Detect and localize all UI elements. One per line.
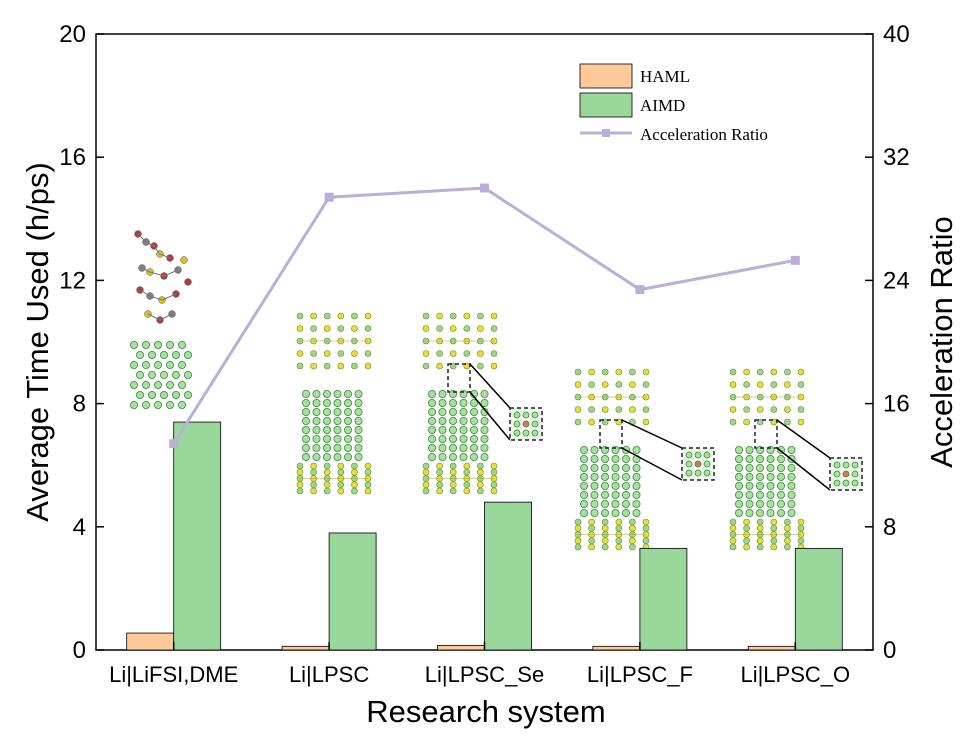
structure-insets <box>129 230 863 551</box>
x-axis-title: Research system <box>366 694 605 729</box>
legend-marker-ratio <box>602 129 610 137</box>
x-tick-label-3: Li|LPSC_F <box>587 662 693 687</box>
bar-haml-0 <box>126 632 175 651</box>
y-tick-label-3: 12 <box>59 267 86 294</box>
bar-aimd-3 <box>639 547 688 651</box>
y2-tick-label-4: 32 <box>883 144 910 171</box>
ratio-point-1 <box>324 192 334 202</box>
y-axis-title: Average Time Used (h/ps) <box>20 162 55 522</box>
axes: 0 4 8 12 16 20 0 8 16 24 32 40 Li|LiFSI,DME Li|LPSC Li… <box>59 21 909 687</box>
bar-haml-1 <box>281 645 330 651</box>
lpsc-o-crystal-structure-icon <box>729 368 863 551</box>
bar-aimd-0 <box>173 421 222 651</box>
lpsc-crystal-structure-icon <box>296 312 372 495</box>
x-tick-label-0: Li|LiFSI,DME <box>109 662 238 687</box>
y-tick-label-1: 4 <box>73 514 86 541</box>
ratio-point-0 <box>169 439 179 449</box>
y-tick-label-5: 20 <box>59 21 86 48</box>
ratio-point-4 <box>790 255 800 265</box>
y2-axis-title: Acceleration Ratio <box>924 216 959 468</box>
y2-tick-label-2: 16 <box>883 391 910 418</box>
y-tick-label-2: 8 <box>73 391 86 418</box>
legend: HAML AIMD Acceleration Ratio <box>579 63 768 144</box>
y-tick-label-4: 16 <box>59 144 86 171</box>
x-tick-label-2: Li|LPSC_Se <box>425 662 544 687</box>
bar-aimd-2 <box>484 501 532 651</box>
line-series <box>169 183 800 449</box>
ratio-point-3 <box>635 285 645 295</box>
legend-swatch-haml <box>579 63 633 89</box>
x-tick-label-1: Li|LPSC <box>289 662 369 687</box>
x-tick-label-4: Li|LPSC_O <box>740 662 850 687</box>
bar-haml-3 <box>592 645 641 651</box>
ratio-point-2 <box>480 183 489 193</box>
y2-tick-label-1: 8 <box>883 514 896 541</box>
legend-label-haml: HAML <box>640 67 690 86</box>
legend-label-aimd: AIMD <box>640 96 685 115</box>
bar-aimd-4 <box>794 547 843 651</box>
bar-series <box>126 421 843 651</box>
bar-aimd-1 <box>328 532 377 651</box>
y2-tick-label-0: 0 <box>883 637 896 664</box>
y2-tick-label-5: 40 <box>883 21 910 48</box>
molecule-structure-icon <box>129 230 192 409</box>
y-tick-label-0: 0 <box>73 637 86 664</box>
bar-haml-2 <box>437 644 485 651</box>
lpsc-f-crystal-structure-icon <box>574 368 715 551</box>
lpsc-se-crystal-structure-icon <box>422 312 543 495</box>
legend-swatch-aimd <box>579 92 633 118</box>
y2-tick-label-3: 24 <box>883 267 910 294</box>
legend-label-ratio: Acceleration Ratio <box>640 125 768 144</box>
bar-haml-4 <box>747 645 796 651</box>
